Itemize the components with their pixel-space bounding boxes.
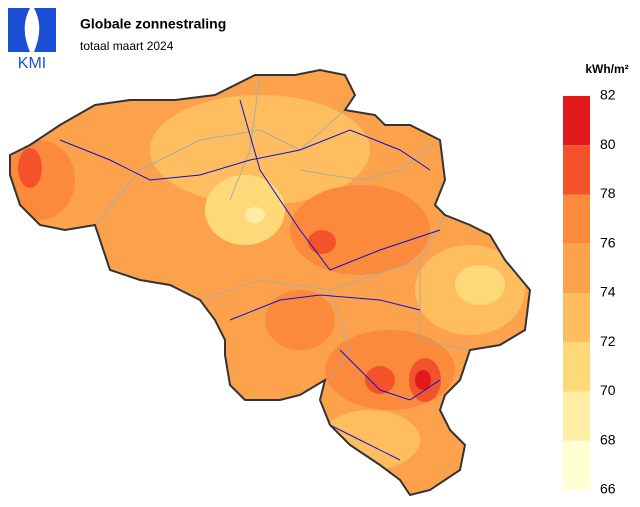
legend-tick-label: 70 [600,382,616,398]
legend-tick-label: 82 [600,87,616,103]
river [59,99,441,461]
logo-shape [8,8,56,52]
map-subtitle: totaal maart 2024 [80,39,174,53]
legend-bin [563,194,590,244]
map [10,70,530,495]
legend-tick-label: 68 [600,431,616,447]
legend: 66 68 70 72 74 76 78 80 82 [563,87,616,497]
legend-tick-label: 78 [600,185,616,201]
zone [265,290,335,350]
zone [308,230,336,254]
zone [245,207,265,223]
legend-bin [563,293,590,343]
zone [365,366,395,394]
legend-bin [563,440,590,490]
legend-tick-label: 80 [600,136,616,152]
zone [205,175,285,245]
zone [455,265,505,305]
map-title: Globale zonnestraling [80,16,226,32]
zone [150,95,370,205]
logo: KMI [8,8,56,72]
legend-tick-label: 74 [600,284,616,300]
legend-bin [563,243,590,293]
legend-bin [563,96,590,146]
zone [415,370,431,390]
zone [18,148,42,188]
legend-bin [563,342,590,392]
legend-tick-label: 66 [600,481,616,497]
legend-unit: kWh/m² [585,62,628,76]
legend-tick-label: 72 [600,333,616,349]
province-border [94,74,471,381]
legend-bin [563,391,590,441]
zone [320,410,420,470]
zone [290,185,430,275]
legend-tick-label: 76 [600,234,616,250]
logo-text: KMI [18,55,46,72]
legend-bin [563,145,590,195]
